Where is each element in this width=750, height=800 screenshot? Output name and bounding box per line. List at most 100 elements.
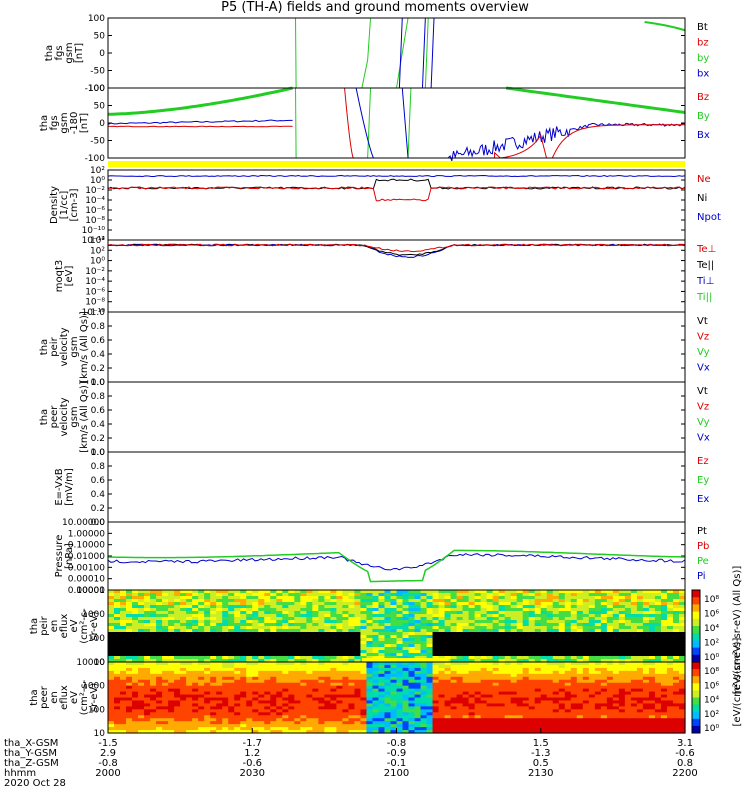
spec-cell: [234, 697, 241, 702]
spec-cell: [540, 715, 548, 719]
spec-cell: [486, 715, 494, 719]
spec-cell: [678, 596, 686, 600]
spec-cell: [186, 688, 193, 693]
spec-cell: [180, 611, 187, 615]
spec-cell: [180, 626, 187, 630]
spec-cell: [336, 638, 344, 642]
spec-cell: [660, 659, 668, 663]
spec-cell: [240, 647, 247, 651]
spec-cell: [660, 620, 668, 624]
spec-cell: [360, 593, 368, 597]
spec-cell: [270, 653, 277, 657]
spec-cell: [390, 647, 398, 651]
spec-cell: [378, 653, 386, 657]
spec-cell: [636, 718, 644, 722]
spec-cell: [432, 599, 440, 603]
spec-cell: [120, 676, 127, 681]
spec-cell: [354, 635, 362, 639]
spec-cell: [168, 718, 175, 722]
spec-cell: [450, 667, 458, 672]
spec-cell: [330, 682, 337, 687]
spec-cell: [666, 673, 674, 678]
spec-cell: [444, 644, 452, 648]
spec-cell: [384, 673, 392, 678]
spec-cell: [372, 614, 380, 618]
spec-cell: [660, 593, 668, 597]
spec-cell: [168, 724, 175, 728]
spec-cell: [504, 688, 512, 693]
spec-cell: [624, 632, 632, 636]
spec-cell: [504, 664, 512, 669]
spec-cell: [318, 703, 325, 707]
axis-label: tha: [29, 689, 40, 705]
spec-cell: [294, 727, 301, 731]
spec-cell: [606, 644, 614, 648]
spec-cell: [222, 626, 229, 630]
spec-cell: [552, 688, 560, 693]
spec-cell: [552, 691, 560, 696]
spec-cell: [162, 638, 169, 642]
spec-cell: [348, 697, 356, 702]
spec-cell: [180, 712, 187, 716]
spec-cell: [270, 641, 277, 645]
spec-cell: [246, 685, 253, 690]
spec-cell: [408, 623, 416, 627]
spec-cell: [366, 638, 374, 642]
spec-cell: [396, 605, 404, 609]
spec-cell: [114, 670, 121, 675]
spec-cell: [426, 650, 434, 654]
spec-cell: [276, 706, 283, 710]
spec-cell: [288, 697, 295, 702]
spec-cell: [336, 721, 344, 725]
spec-cell: [330, 664, 337, 669]
spec-cell: [294, 721, 301, 725]
spec-cell: [546, 632, 554, 636]
spec-cell: [312, 721, 319, 725]
spec-cell: [408, 667, 416, 672]
spec-cell: [540, 676, 548, 681]
spec-cell: [576, 721, 584, 725]
axis-label: E=-VxB: [54, 468, 65, 505]
spec-cell: [420, 706, 428, 710]
spec-cell: [414, 644, 422, 648]
spec-cell: [396, 644, 404, 648]
spec-cell: [564, 623, 572, 627]
y-tick-label: 0.6: [91, 476, 106, 486]
spec-cell: [348, 715, 356, 719]
spec-cell: [606, 700, 614, 705]
spec-cell: [672, 593, 680, 597]
spec-cell: [240, 718, 247, 722]
spec-cell: [126, 644, 133, 648]
spec-cell: [576, 727, 584, 731]
spec-cell: [318, 709, 325, 713]
spec-cell: [636, 599, 644, 603]
spec-cell: [150, 614, 157, 618]
spec-cell: [228, 644, 235, 648]
colorbar-step: [692, 597, 700, 605]
spec-cell: [174, 685, 181, 690]
spec-cell: [156, 605, 163, 609]
spec-cell: [318, 617, 325, 621]
spec-cell: [516, 632, 524, 636]
spec-cell: [132, 718, 139, 722]
spec-cell: [222, 715, 229, 719]
spec-cell: [600, 641, 608, 645]
spec-cell: [660, 611, 668, 615]
spec-cell: [504, 718, 512, 722]
spec-cell: [234, 641, 241, 645]
spec-cell: [264, 626, 271, 630]
spec-cell: [480, 644, 488, 648]
spec-cell: [582, 712, 590, 716]
spec-cell: [528, 644, 536, 648]
spec-cell: [204, 667, 211, 672]
spec-cell: [432, 647, 440, 651]
spec-cell: [612, 664, 620, 669]
spec-cell: [360, 599, 368, 603]
spec-cell: [588, 694, 596, 699]
spec-cell: [174, 659, 181, 663]
spec-cell: [282, 703, 289, 707]
spec-cell: [216, 596, 223, 600]
spec-cell: [156, 590, 163, 594]
spec-cell: [618, 662, 626, 666]
spec-cell: [570, 703, 578, 707]
